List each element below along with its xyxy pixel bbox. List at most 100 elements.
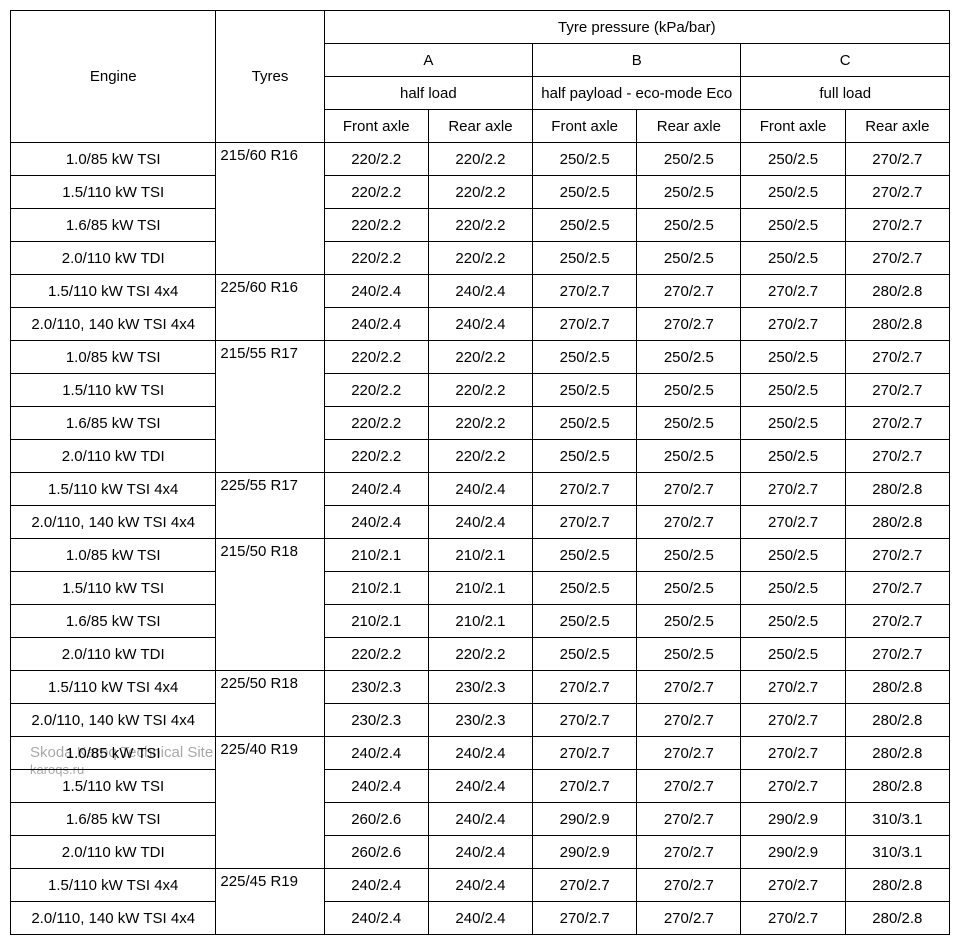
cell-engine: 2.0/110 kW TDI [11, 242, 216, 275]
cell-c-r: 280/2.8 [845, 671, 949, 704]
cell-c-r: 270/2.7 [845, 374, 949, 407]
cell-a-f: 210/2.1 [324, 539, 428, 572]
cell-tyres: 215/55 R17 [216, 341, 324, 473]
cell-b-r: 270/2.7 [637, 506, 741, 539]
cell-engine: 2.0/110, 140 kW TSI 4x4 [11, 506, 216, 539]
header-engine: Engine [11, 11, 216, 143]
cell-a-f: 220/2.2 [324, 374, 428, 407]
cell-c-f: 250/2.5 [741, 209, 845, 242]
cell-c-r: 280/2.8 [845, 902, 949, 935]
table-row: 1.6/85 kW TSI220/2.2220/2.2250/2.5250/2.… [11, 407, 950, 440]
header-b-front: Front axle [533, 110, 637, 143]
cell-c-r: 270/2.7 [845, 176, 949, 209]
cell-b-f: 270/2.7 [533, 704, 637, 737]
cell-b-f: 250/2.5 [533, 176, 637, 209]
cell-engine: 1.5/110 kW TSI 4x4 [11, 275, 216, 308]
header-group-c: C [741, 44, 950, 77]
cell-c-f: 270/2.7 [741, 704, 845, 737]
cell-b-f: 250/2.5 [533, 440, 637, 473]
cell-a-r: 230/2.3 [428, 704, 532, 737]
cell-a-f: 240/2.4 [324, 308, 428, 341]
cell-c-r: 270/2.7 [845, 209, 949, 242]
header-b-rear: Rear axle [637, 110, 741, 143]
cell-a-f: 240/2.4 [324, 770, 428, 803]
cell-a-f: 240/2.4 [324, 902, 428, 935]
cell-b-f: 270/2.7 [533, 506, 637, 539]
cell-b-r: 270/2.7 [637, 902, 741, 935]
cell-c-f: 250/2.5 [741, 242, 845, 275]
cell-b-r: 270/2.7 [637, 869, 741, 902]
cell-b-r: 250/2.5 [637, 638, 741, 671]
cell-b-r: 250/2.5 [637, 143, 741, 176]
cell-b-f: 270/2.7 [533, 869, 637, 902]
table-row: 2.0/110 kW TDI220/2.2220/2.2250/2.5250/2… [11, 638, 950, 671]
cell-a-r: 240/2.4 [428, 275, 532, 308]
cell-a-r: 240/2.4 [428, 869, 532, 902]
cell-c-f: 270/2.7 [741, 506, 845, 539]
header-c-front: Front axle [741, 110, 845, 143]
cell-a-r: 210/2.1 [428, 605, 532, 638]
cell-engine: 1.5/110 kW TSI 4x4 [11, 671, 216, 704]
cell-c-f: 290/2.9 [741, 803, 845, 836]
cell-b-r: 250/2.5 [637, 341, 741, 374]
cell-engine: 1.5/110 kW TSI [11, 572, 216, 605]
table-row: 2.0/110 kW TDI220/2.2220/2.2250/2.5250/2… [11, 242, 950, 275]
cell-b-r: 270/2.7 [637, 308, 741, 341]
cell-b-f: 250/2.5 [533, 407, 637, 440]
cell-a-r: 240/2.4 [428, 473, 532, 506]
cell-tyres: 225/45 R19 [216, 869, 324, 935]
cell-a-f: 240/2.4 [324, 473, 428, 506]
header-group-a: A [324, 44, 532, 77]
cell-engine: 1.6/85 kW TSI [11, 803, 216, 836]
cell-engine: 1.6/85 kW TSI [11, 407, 216, 440]
cell-tyres: 225/40 R19 [216, 737, 324, 869]
cell-b-r: 250/2.5 [637, 242, 741, 275]
cell-a-r: 220/2.2 [428, 638, 532, 671]
cell-b-r: 250/2.5 [637, 572, 741, 605]
table-row: 1.5/110 kW TSI220/2.2220/2.2250/2.5250/2… [11, 374, 950, 407]
table-row: 1.5/110 kW TSI 4x4225/55 R17240/2.4240/2… [11, 473, 950, 506]
cell-c-r: 280/2.8 [845, 506, 949, 539]
cell-engine: 1.0/85 kW TSI [11, 737, 216, 770]
cell-engine: 1.5/110 kW TSI [11, 176, 216, 209]
cell-c-f: 270/2.7 [741, 902, 845, 935]
cell-a-r: 220/2.2 [428, 374, 532, 407]
cell-a-f: 240/2.4 [324, 869, 428, 902]
cell-a-r: 230/2.3 [428, 671, 532, 704]
cell-a-f: 220/2.2 [324, 341, 428, 374]
table-row: 1.0/85 kW TSI215/50 R18210/2.1210/2.1250… [11, 539, 950, 572]
table-row: 1.0/85 kW TSI225/40 R19240/2.4240/2.4270… [11, 737, 950, 770]
cell-b-f: 250/2.5 [533, 539, 637, 572]
cell-engine: 1.0/85 kW TSI [11, 341, 216, 374]
cell-b-r: 250/2.5 [637, 440, 741, 473]
cell-b-r: 250/2.5 [637, 374, 741, 407]
cell-c-f: 270/2.7 [741, 671, 845, 704]
cell-a-f: 220/2.2 [324, 440, 428, 473]
cell-c-f: 250/2.5 [741, 440, 845, 473]
cell-c-f: 250/2.5 [741, 539, 845, 572]
cell-a-r: 240/2.4 [428, 308, 532, 341]
cell-a-f: 240/2.4 [324, 275, 428, 308]
table-row: 1.0/85 kW TSI215/55 R17220/2.2220/2.2250… [11, 341, 950, 374]
cell-a-r: 220/2.2 [428, 176, 532, 209]
cell-c-r: 280/2.8 [845, 770, 949, 803]
cell-c-f: 270/2.7 [741, 869, 845, 902]
cell-c-f: 250/2.5 [741, 143, 845, 176]
cell-c-f: 250/2.5 [741, 176, 845, 209]
cell-b-f: 290/2.9 [533, 803, 637, 836]
cell-b-r: 270/2.7 [637, 737, 741, 770]
cell-c-f: 250/2.5 [741, 572, 845, 605]
cell-engine: 1.6/85 kW TSI [11, 605, 216, 638]
cell-b-r: 250/2.5 [637, 407, 741, 440]
cell-b-f: 270/2.7 [533, 737, 637, 770]
cell-b-f: 270/2.7 [533, 308, 637, 341]
cell-engine: 1.0/85 kW TSI [11, 539, 216, 572]
cell-engine: 1.6/85 kW TSI [11, 209, 216, 242]
cell-a-f: 240/2.4 [324, 737, 428, 770]
cell-tyres: 215/60 R16 [216, 143, 324, 275]
cell-a-r: 210/2.1 [428, 539, 532, 572]
cell-c-r: 270/2.7 [845, 242, 949, 275]
header-tyres: Tyres [216, 11, 324, 143]
cell-engine: 1.5/110 kW TSI 4x4 [11, 869, 216, 902]
table-row: 1.5/110 kW TSI240/2.4240/2.4270/2.7270/2… [11, 770, 950, 803]
